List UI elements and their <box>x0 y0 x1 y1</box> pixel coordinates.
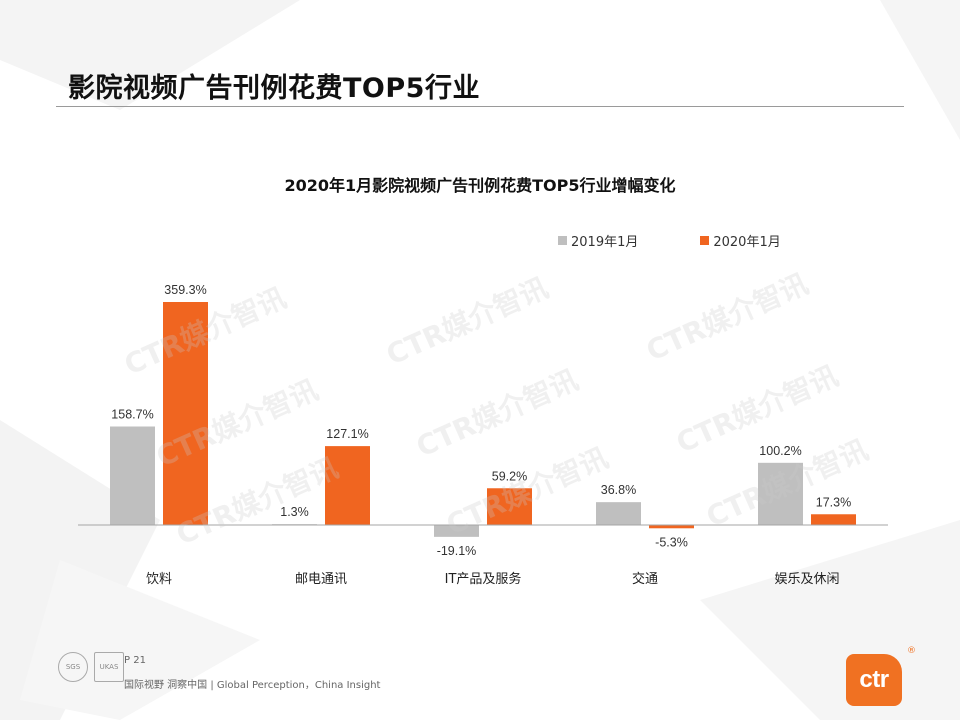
category-label-1: 邮电通讯 <box>295 572 347 587</box>
data-label-2020-3: -5.3% <box>655 535 688 549</box>
bar-2019-0 <box>110 426 155 525</box>
legend-swatch-2020 <box>700 236 710 245</box>
data-label-2019-1: 1.3% <box>280 505 309 519</box>
footer-tagline: 国际视野 洞察中国 | Global Perception，China Insi… <box>124 680 381 691</box>
legend-label-2019: 2019年1月 <box>571 235 639 250</box>
category-label-2: IT产品及服务 <box>445 571 522 587</box>
data-label-2020-2: 59.2% <box>492 469 527 483</box>
legend-item-2019: 2019年1月 <box>558 231 638 250</box>
ctr-logo: ctr <box>846 654 902 706</box>
chart-legend: 2019年1月 2020年1月 <box>558 231 781 250</box>
bar-2019-4 <box>758 462 803 525</box>
data-label-2020-1: 127.1% <box>326 427 368 441</box>
title-divider <box>56 106 904 107</box>
registered-mark: ® <box>907 646 916 656</box>
ukas-cert-icon: UKAS <box>94 652 124 682</box>
data-label-2020-0: 359.3% <box>164 283 206 297</box>
data-label-2019-4: 100.2% <box>759 444 801 458</box>
slide-title: 影院视频广告刊例花费TOP5行业 <box>68 73 480 104</box>
bar-2020-2 <box>487 488 532 525</box>
data-label-2019-3: 36.8% <box>601 483 636 497</box>
category-label-3: 交通 <box>632 571 658 587</box>
sgs-cert-icon: SGS <box>58 652 88 682</box>
chart-title: 2020年1月影院视频广告刊例花费TOP5行业增幅变化 <box>284 176 676 195</box>
data-label-2019-2: -19.1% <box>437 544 477 558</box>
bar-2020-0 <box>163 302 208 525</box>
bar-chart: 158.7% 359.3% 饮料 1.3% 127.1% 邮电通讯 -19.1% 59.2% I… <box>78 283 888 587</box>
bar-2020-4 <box>811 514 856 525</box>
bar-2019-3 <box>596 502 641 525</box>
page-number: P 21 <box>124 655 146 666</box>
bar-2020-3 <box>649 525 694 529</box>
legend-label-2020: 2020年1月 <box>713 235 781 250</box>
data-label-2019-0: 158.7% <box>111 408 153 422</box>
certification-logos: SGS UKAS <box>58 652 124 682</box>
category-label-4: 娱乐及休闲 <box>774 572 839 587</box>
category-label-0: 饮料 <box>146 572 172 587</box>
legend-swatch-2019 <box>558 236 567 245</box>
bar-2019-2 <box>434 525 479 537</box>
legend-item-2020: 2020年1月 <box>700 231 781 250</box>
bar-2020-1 <box>325 446 370 525</box>
data-label-2020-4: 17.3% <box>816 495 851 509</box>
